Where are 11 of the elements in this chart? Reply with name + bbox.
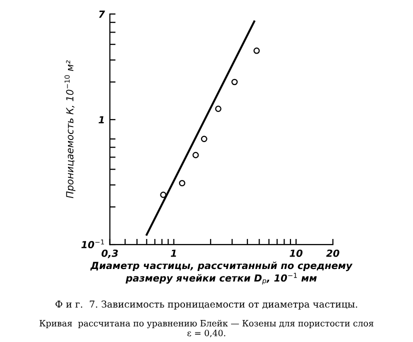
x-tick-label: 20	[326, 250, 340, 257]
x-axis-title: Диаметр частицы, рассчитанный по среднему размеру ячейки сетки D$_{р}$, 10$^{−1}$ мм	[90, 262, 353, 285]
y-tick-label: 10$^{−1}$	[81, 239, 104, 248]
x-tick-label: 1	[170, 250, 176, 257]
text: Кривая рассчитана по уравнению Блейк — Козены для пористости слоя ε = 0,40.	[40, 320, 374, 338]
y-axis-title: Проницаемость К, 10$^{−10}$ м²	[64, 60, 76, 198]
text: Ф и г. 7. Зависимость проницаемости от диаметра частицы.	[56, 300, 358, 310]
x-tick-label: 0,3	[102, 250, 118, 258]
x-tick-label: 10	[290, 250, 302, 257]
y-tick-label: 7	[98, 10, 105, 18]
y-tick-label: 1	[98, 116, 104, 124]
